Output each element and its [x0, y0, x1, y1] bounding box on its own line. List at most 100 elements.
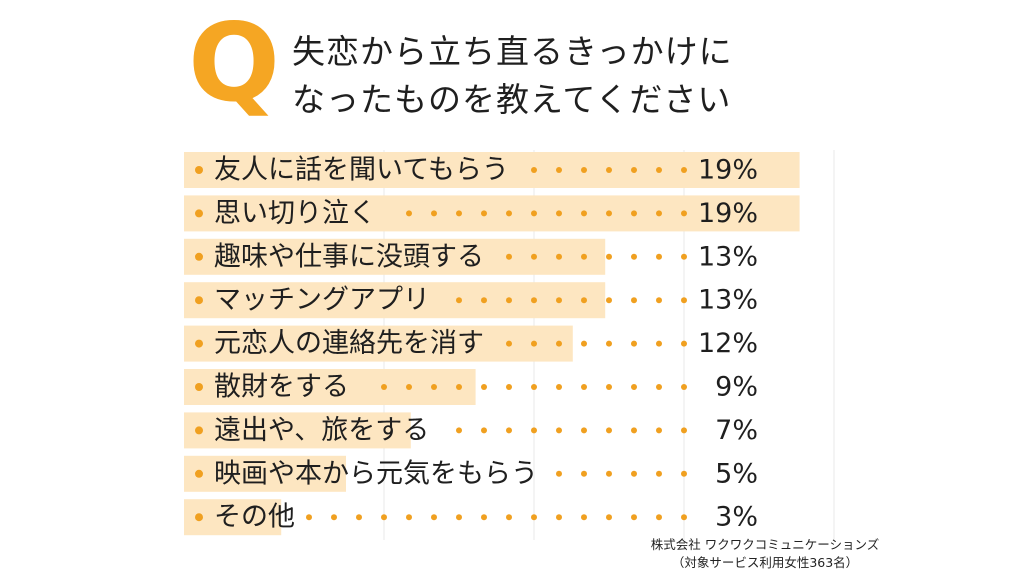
bar-0 — [184, 152, 800, 188]
q-mark-icon: Q — [188, 1, 280, 126]
bullet-5 — [195, 383, 203, 391]
leader-dot-5-0 — [381, 384, 387, 390]
leader-dot-7-0 — [556, 470, 562, 477]
leader-dot-2-3 — [581, 253, 587, 260]
leader-dot-6-4 — [556, 427, 562, 434]
leader-dot-3-8 — [656, 297, 662, 304]
leader-dot-1-7 — [581, 210, 587, 217]
value-label-5: 9% — [715, 372, 758, 403]
leader-dot-7-4 — [656, 470, 662, 477]
leader-dot-6-3 — [531, 427, 537, 434]
leader-dot-1-11 — [681, 210, 687, 217]
bullet-4 — [195, 339, 203, 348]
leader-dot-0-6 — [681, 167, 687, 173]
leader-dot-3-1 — [481, 297, 487, 304]
category-label-6: 遠出や、旅をする — [214, 415, 429, 446]
leader-dot-4-2 — [556, 340, 562, 347]
source-sample: （対象サービス利用女性363名） — [671, 555, 859, 570]
leader-dot-5-12 — [681, 384, 687, 390]
leader-dot-1-3 — [481, 210, 487, 217]
leader-dot-2-6 — [656, 253, 662, 260]
leader-dot-1-8 — [606, 210, 612, 217]
value-label-1: 19% — [698, 198, 758, 229]
leader-dot-5-7 — [556, 384, 562, 390]
leader-dot-8-0 — [306, 514, 312, 521]
leader-dot-2-4 — [606, 253, 612, 260]
question-line-2: なったものを教えてください — [292, 80, 732, 119]
leader-dot-1-5 — [531, 210, 537, 217]
leader-dot-8-9 — [531, 514, 537, 521]
leader-dot-8-14 — [656, 514, 662, 521]
leader-dot-3-4 — [556, 297, 562, 304]
leader-dot-3-3 — [531, 297, 537, 304]
leader-dot-4-5 — [631, 340, 637, 347]
leader-dot-7-3 — [631, 470, 637, 477]
leader-dot-8-4 — [406, 514, 412, 521]
bullet-8 — [195, 513, 203, 522]
leader-dot-5-5 — [506, 384, 512, 390]
leader-dot-1-9 — [631, 210, 637, 217]
bar-6 — [184, 412, 411, 449]
source-note: 株式会社 ワクワクコミュニケーションズ （対象サービス利用女性363名） — [640, 536, 890, 572]
value-label-4: 12% — [698, 328, 758, 359]
leader-dot-8-6 — [456, 514, 462, 521]
leader-dot-6-8 — [656, 427, 662, 434]
leader-dot-0-4 — [631, 167, 637, 173]
leader-dot-1-4 — [506, 210, 512, 217]
leader-dot-2-5 — [631, 253, 637, 260]
leader-dot-6-1 — [481, 427, 487, 434]
leader-dot-6-0 — [456, 427, 462, 434]
leader-dot-5-4 — [481, 384, 487, 390]
leader-dot-4-4 — [606, 340, 612, 347]
category-label-3: マッチングアプリ — [214, 285, 430, 316]
leader-dot-7-1 — [581, 470, 587, 477]
leader-dot-7-5 — [681, 470, 687, 477]
bullet-3 — [195, 296, 203, 305]
leader-dot-3-0 — [456, 297, 462, 304]
leader-dot-0-2 — [581, 167, 587, 173]
leader-dot-3-6 — [606, 297, 612, 304]
value-label-3: 13% — [698, 285, 758, 316]
bar-1 — [184, 195, 800, 232]
question-line-1: 失恋から立ち直るきっかけに — [292, 32, 733, 71]
leader-dot-2-7 — [681, 253, 687, 260]
leader-dot-5-9 — [606, 384, 612, 390]
leader-dot-8-13 — [631, 514, 637, 521]
leader-dot-6-7 — [631, 427, 637, 434]
bullet-2 — [195, 252, 203, 261]
leader-dot-8-15 — [681, 514, 687, 521]
leader-dot-7-2 — [606, 470, 612, 477]
leader-dot-5-2 — [431, 384, 437, 390]
bullet-1 — [195, 209, 203, 218]
leader-dot-4-0 — [506, 340, 512, 347]
leader-dot-8-12 — [606, 514, 612, 521]
leader-dot-0-3 — [606, 167, 612, 173]
leader-dot-1-1 — [431, 210, 437, 217]
leader-dot-2-0 — [506, 253, 512, 260]
leader-dot-5-6 — [531, 384, 537, 390]
category-label-7: 映画や本から元気をもらう — [214, 458, 538, 489]
leader-dot-3-9 — [681, 297, 687, 304]
source-company: 株式会社 ワクワクコミュニケーションズ — [650, 537, 880, 552]
leader-dot-0-5 — [656, 167, 662, 173]
leader-dot-3-2 — [506, 297, 512, 304]
leader-dot-4-6 — [656, 340, 662, 347]
leader-dot-3-7 — [631, 297, 637, 304]
category-label-5: 散財をする — [214, 372, 349, 403]
leader-dot-4-3 — [581, 340, 587, 347]
leader-dot-6-6 — [606, 427, 612, 434]
leader-dot-8-1 — [331, 514, 337, 521]
bullet-6 — [195, 426, 203, 435]
leader-dot-6-2 — [506, 427, 512, 434]
category-label-4: 元恋人の連絡先を消す — [214, 328, 484, 359]
leader-dot-3-5 — [581, 297, 587, 304]
leader-dot-8-3 — [381, 514, 387, 521]
leader-dot-8-5 — [431, 514, 437, 521]
leader-dot-8-8 — [506, 514, 512, 521]
leader-dot-5-1 — [406, 384, 412, 390]
leader-dot-4-1 — [531, 340, 537, 347]
leader-dot-8-7 — [481, 514, 487, 521]
leader-dot-0-0 — [531, 167, 537, 173]
bullet-7 — [195, 469, 203, 478]
